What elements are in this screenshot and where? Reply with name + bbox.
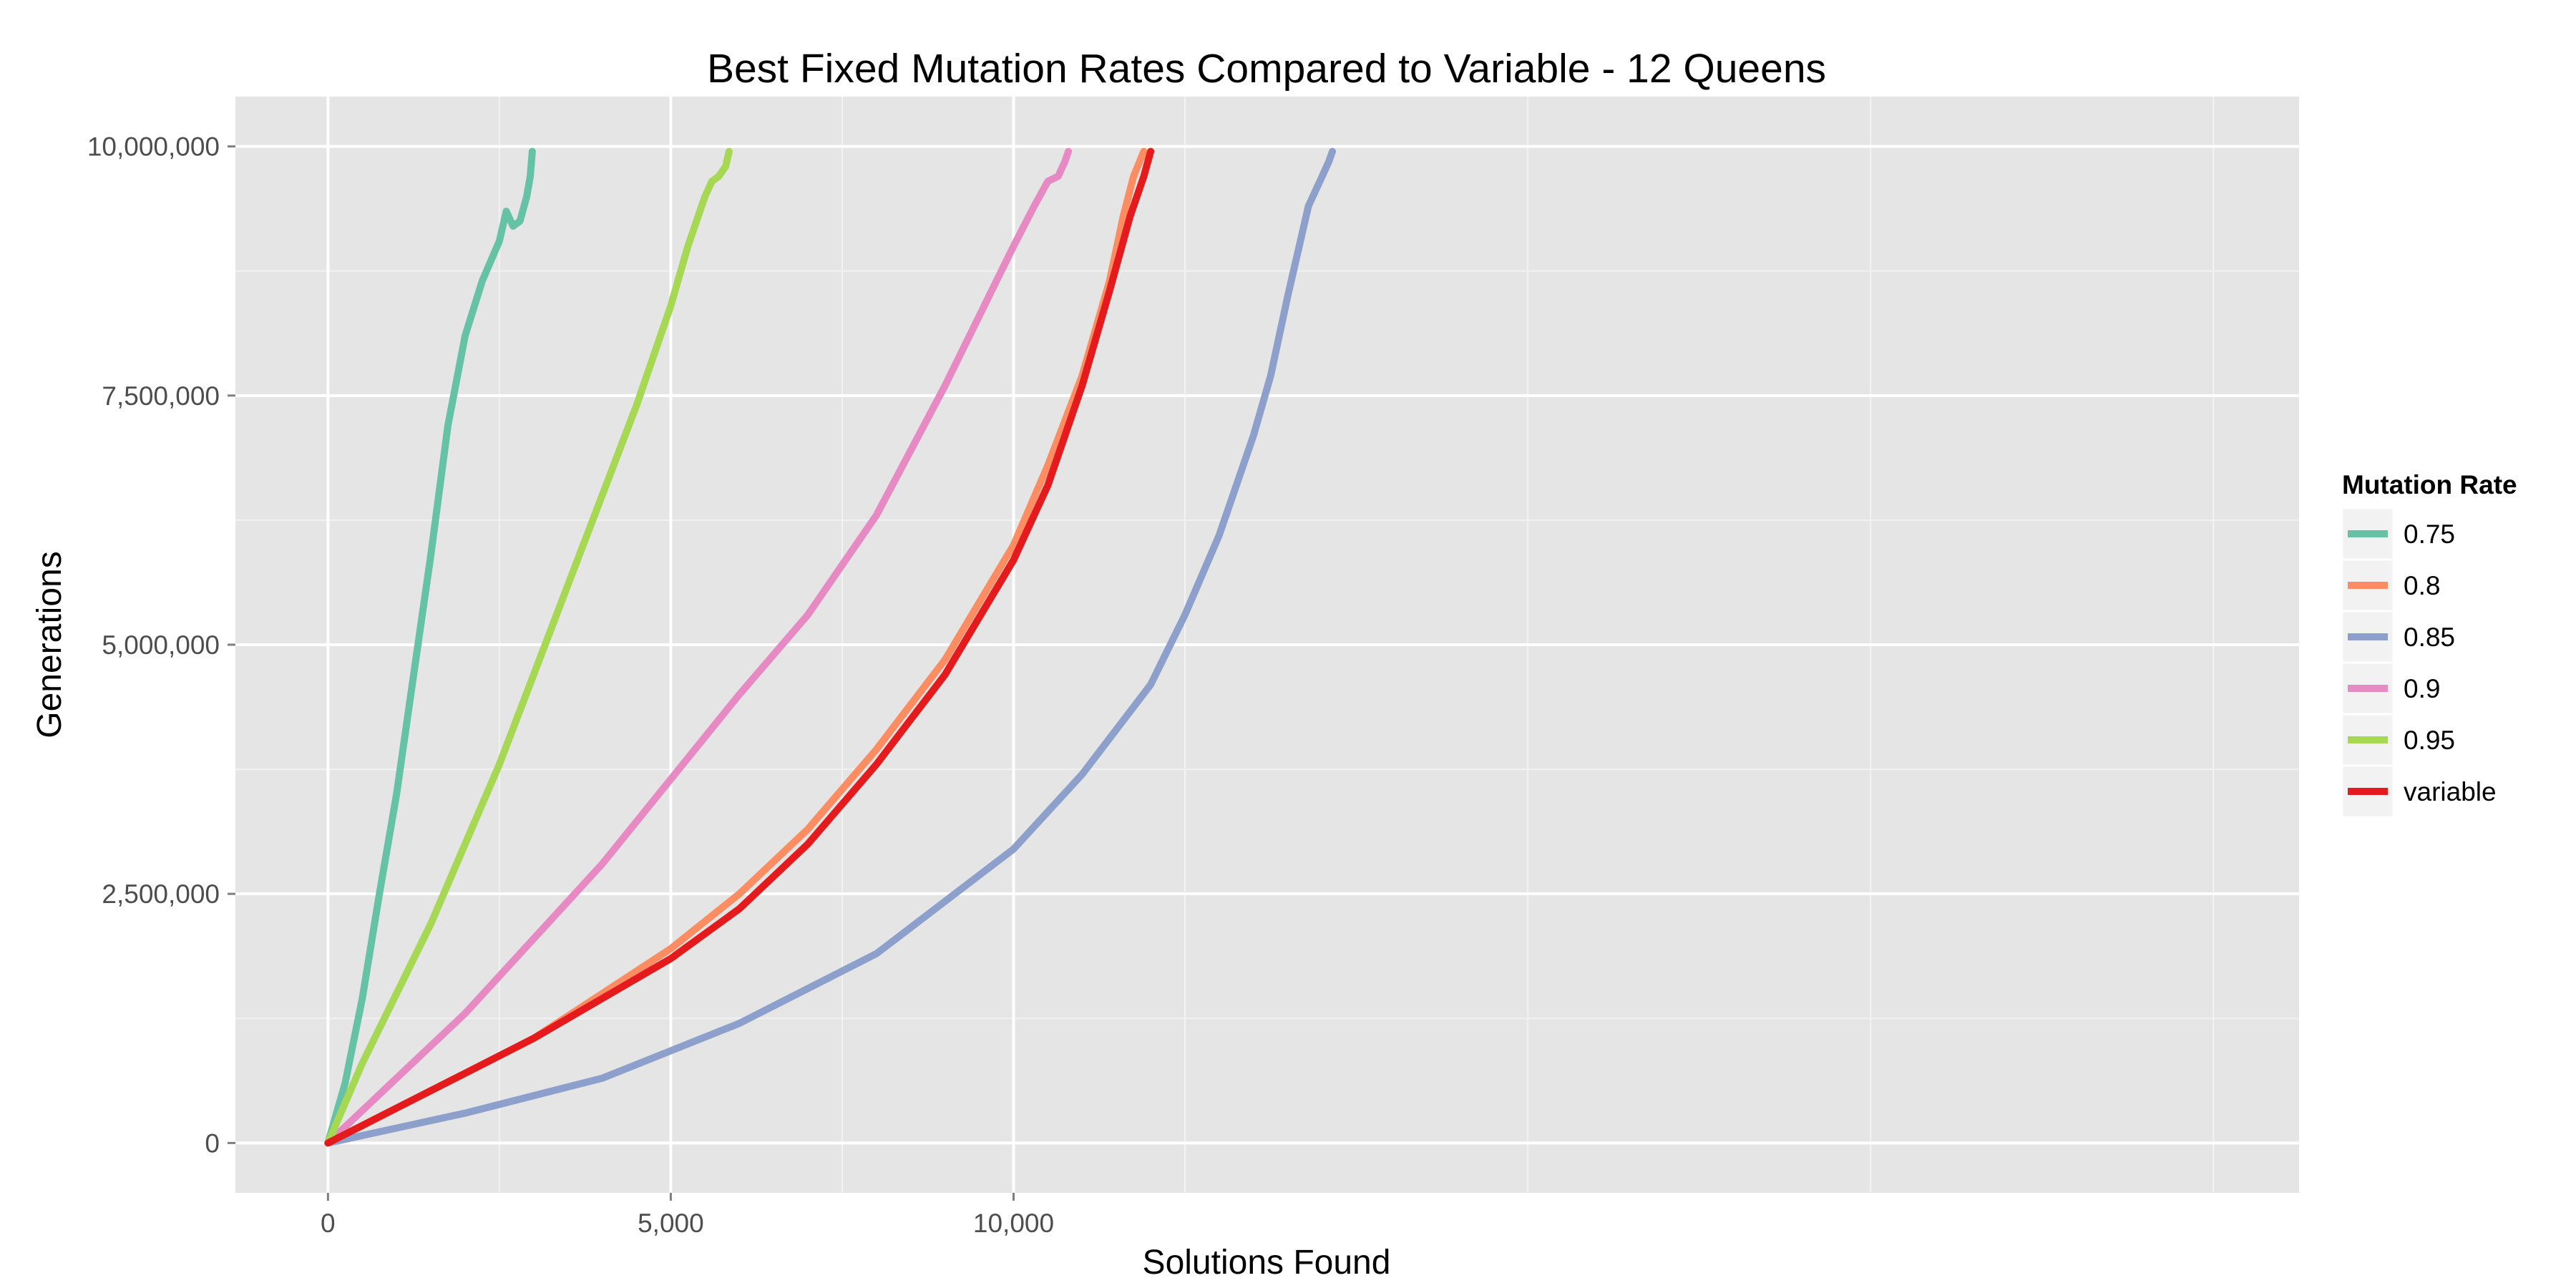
- y-tick-label: 5,000,000: [102, 630, 220, 660]
- legend-label: variable: [2404, 777, 2497, 806]
- legend-label: 0.9: [2404, 674, 2440, 703]
- series-line-0-95: [324, 147, 733, 1147]
- legend-label: 0.95: [2404, 726, 2455, 755]
- series-line-variable: [324, 147, 1155, 1147]
- x-axis-title: Solutions Found: [1143, 1244, 1391, 1282]
- series-line-0-85: [324, 147, 1336, 1147]
- x-tick-label: 0: [321, 1209, 336, 1238]
- series-line-0-9: [324, 147, 1073, 1147]
- y-tick-label: 2,500,000: [102, 879, 220, 909]
- legend: Mutation Rate 0.75 0.8 0.85 0.9 0.95 variable: [2341, 470, 2517, 819]
- legend-title: Mutation Rate: [2342, 470, 2517, 499]
- legend-label: 0.85: [2404, 623, 2455, 652]
- x-tick-label: 5,000: [638, 1209, 704, 1238]
- x-tick-label: 10,000: [973, 1209, 1054, 1238]
- legend-label: 0.8: [2404, 571, 2440, 600]
- series-lines: [324, 147, 1336, 1147]
- y-tick-label: 7,500,000: [102, 381, 220, 411]
- y-tick-label: 10,000,000: [87, 132, 220, 162]
- chart-title: Best Fixed Mutation Rates Compared to Va…: [707, 46, 1826, 92]
- x-axis: 0 5,000 10,000: [321, 1193, 1054, 1238]
- y-axis: 0 2,500,000 5,000,000 7,500,000 10,000,000: [87, 132, 235, 1158]
- y-axis-title: Generations: [31, 551, 69, 738]
- y-tick-label: 0: [205, 1128, 220, 1158]
- major-gridlines: [235, 97, 2299, 1193]
- legend-label: 0.75: [2404, 519, 2455, 549]
- series-line-0-75: [324, 147, 536, 1147]
